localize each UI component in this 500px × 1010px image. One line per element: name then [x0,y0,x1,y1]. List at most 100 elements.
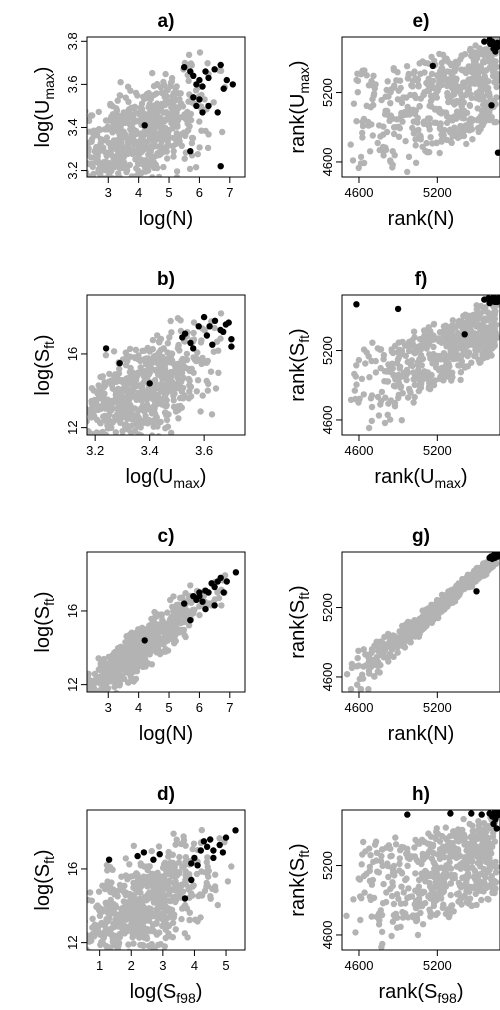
data-point [491,339,498,347]
data-point [152,367,159,374]
data-point [124,440,130,446]
highlight-point [223,578,230,585]
data-point [112,443,118,449]
data-point [100,655,108,663]
data-point [123,352,130,359]
data-point [387,89,394,96]
data-point [475,128,482,136]
data-point [454,846,462,853]
data-point [398,883,405,890]
data-point [210,348,217,355]
data-point [174,605,182,612]
data-point [132,377,140,384]
data-point [201,327,208,334]
data-point [69,147,75,153]
data-point [457,895,465,903]
data-point [480,319,487,326]
data-point [490,829,497,837]
data-point [159,618,167,625]
data-point [430,859,437,866]
data-point [148,432,156,435]
data-point [189,607,196,614]
data-point [109,129,116,136]
data-point [131,103,138,111]
data-point [88,414,95,421]
data-point [354,681,361,688]
data-point [149,404,156,411]
highlight-point [199,83,206,90]
data-point [65,692,71,698]
data-point [444,872,452,879]
data-point [149,174,156,177]
data-point [176,890,183,897]
data-point [180,374,187,382]
data-point [448,902,455,910]
data-point [491,877,498,885]
data-point [110,935,117,942]
data-point [401,912,408,919]
panel-title: h) [412,784,430,805]
data-point [378,388,386,396]
data-point [185,77,192,85]
data-point [162,392,169,399]
data-point [442,824,449,831]
data-point [371,85,378,92]
data-point [456,127,463,135]
data-point [96,385,103,393]
data-point [71,925,77,931]
data-point [168,329,175,336]
data-point [400,844,407,851]
highlight-point [429,62,436,70]
data-point [116,913,124,920]
data-point [372,357,379,365]
data-point [357,686,365,692]
data-point [86,952,92,958]
data-point [132,897,139,904]
data-point [481,564,489,571]
data-point [161,116,168,124]
data-point [173,836,180,843]
data-point [196,144,203,151]
data-point [400,94,407,101]
plot-frame [86,809,246,951]
data-point [105,416,112,423]
data-point [383,844,390,851]
data-point [358,375,366,382]
data-point [354,89,361,96]
data-point [412,904,420,912]
data-point [114,97,121,104]
data-point [57,928,63,934]
data-point [491,315,499,322]
highlight-point [492,816,499,823]
data-point [459,92,466,100]
data-point [155,433,162,435]
data-point [156,123,163,131]
x-tick-label: 3.6 [195,443,213,458]
data-point [457,376,464,384]
data-point [479,331,487,339]
data-point [151,608,158,616]
data-point [170,397,177,404]
data-point [350,100,358,107]
y-axis-label: log(Sft) [32,591,57,652]
data-point [459,324,466,332]
data-point [470,60,477,67]
data-point [390,653,397,660]
data-point [486,863,493,870]
data-point [352,929,359,936]
data-point [396,867,403,874]
data-point [398,350,406,358]
data-point [487,331,494,338]
data-point [176,594,184,602]
data-point [157,84,164,91]
y-tick-label: 3.2 [65,161,80,179]
data-point [471,352,478,360]
data-point [50,201,56,207]
data-point [94,157,102,164]
data-point [124,665,132,673]
data-point [405,385,413,393]
data-point [114,957,120,963]
data-point [91,687,98,692]
data-point [493,63,500,71]
